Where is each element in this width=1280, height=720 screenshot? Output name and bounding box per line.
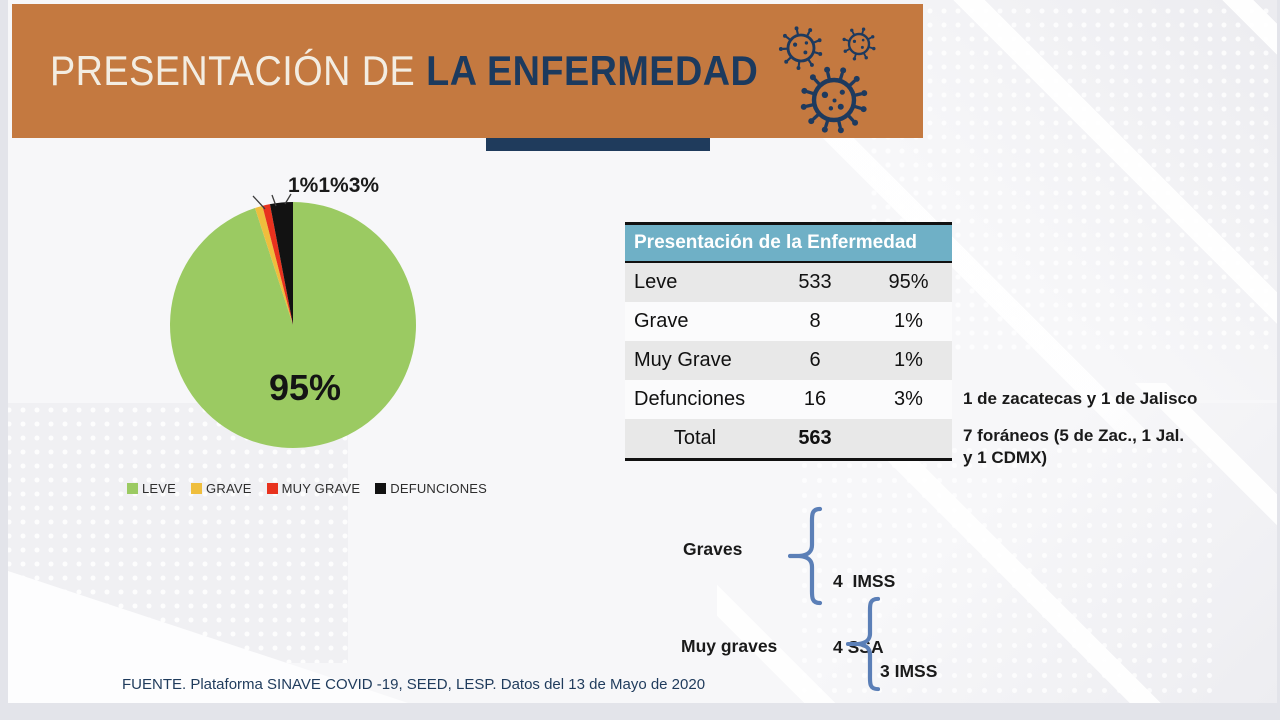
- row-count: 6: [809, 349, 821, 371]
- note-foraneos-line2: y 1 CDMX): [963, 448, 1048, 467]
- pie-percent-callout: 1%1%3%: [288, 174, 379, 197]
- row-pct: 3%: [894, 388, 923, 410]
- row-count: 16: [803, 388, 827, 410]
- muy-graves-label: Muy graves: [681, 636, 778, 656]
- slide: PRESENTACIÓN DE LA ENFERMEDAD 1%1%3% 95%…: [8, 0, 1277, 703]
- legend-swatch-icon: [375, 483, 387, 494]
- total-label: Total: [673, 427, 717, 449]
- legend-swatch-icon: [127, 483, 138, 494]
- brace-icon: [788, 506, 823, 606]
- legend-label: MUY GRAVE: [281, 481, 361, 496]
- table-row-muy-grave: Muy Grave 6 1%: [625, 341, 952, 380]
- table-row-defunciones: Defunciones 16 3%: [625, 380, 952, 419]
- source-note: FUENTE. Plataforma SINAVE COVID -19, SEE…: [122, 676, 706, 693]
- graves-label: Graves: [683, 539, 743, 559]
- page-title: PRESENTACIÓN DE LA ENFERMEDAD: [50, 47, 758, 95]
- leader-lines: [252, 193, 292, 210]
- pie-legend: LEVE GRAVE MUY GRAVE DEFUNCIONES: [127, 481, 487, 496]
- coronavirus-icon: [778, 26, 876, 134]
- pie-chart: 1%1%3% 95%: [169, 174, 416, 448]
- brace-icon: [846, 596, 881, 692]
- row-pct: 1%: [894, 310, 923, 332]
- note-foraneos: 7 foráneos (5 de Zac., 1 Jal. y 1 CDMX): [963, 425, 1277, 469]
- legend-swatch-icon: [266, 483, 278, 494]
- pie-slice-defunciones: [269, 202, 293, 325]
- legend-item-defunciones: DEFUNCIONES: [375, 481, 487, 496]
- page-title-light: PRESENTACIÓN DE: [50, 47, 427, 94]
- table-row-leve: Leve 533 95%: [625, 263, 952, 302]
- pie-slice-grave: [254, 205, 293, 325]
- total-value: 563: [798, 427, 832, 449]
- table-header: Presentación de la Enfermedad: [625, 225, 952, 263]
- legend-label: DEFUNCIONES: [390, 481, 488, 496]
- legend-label: LEVE: [142, 481, 177, 496]
- table-row-total: Total 563: [625, 419, 952, 458]
- table-title: Presentación de la Enfermedad: [634, 232, 917, 253]
- page-title-bold: LA ENFERMEDAD: [426, 47, 759, 94]
- row-label: Defunciones: [634, 388, 746, 410]
- pie-slice-muy-grave: [262, 204, 293, 325]
- row-label: Leve: [634, 271, 678, 293]
- note-defunciones-origin: 1 de zacatecas y 1 de Jalisco: [963, 389, 1198, 408]
- accent-bar: [486, 138, 710, 151]
- presentation-table: Presentación de la Enfermedad Leve 533 9…: [625, 222, 952, 461]
- row-count: 8: [809, 310, 821, 332]
- row-label: Grave: [634, 310, 689, 332]
- pie-main-percent: 95%: [269, 367, 341, 408]
- row-label: Muy Grave: [634, 349, 732, 371]
- row-count: 533: [798, 271, 832, 293]
- legend-item-muy-grave: MUY GRAVE: [266, 481, 361, 496]
- legend-item-grave: GRAVE: [191, 481, 252, 496]
- title-banner: PRESENTACIÓN DE LA ENFERMEDAD: [12, 4, 923, 138]
- row-pct: 95%: [888, 271, 929, 293]
- graves-item: 4 IMSS: [833, 571, 896, 591]
- legend-item-leve: LEVE: [127, 481, 176, 496]
- pie-slice-leve: [169, 202, 416, 448]
- legend-swatch-icon: [191, 483, 203, 494]
- table-row-grave: Grave 8 1%: [625, 302, 952, 341]
- muy-graves-items: 3 IMSS 2 SSA 1 C.Priv: [880, 616, 945, 703]
- note-foraneos-line1: 7 foráneos (5 de Zac., 1 Jal.: [963, 426, 1185, 445]
- muy-graves-item: 3 IMSS: [880, 661, 938, 681]
- row-pct: 1%: [894, 349, 923, 371]
- legend-label: GRAVE: [206, 481, 252, 496]
